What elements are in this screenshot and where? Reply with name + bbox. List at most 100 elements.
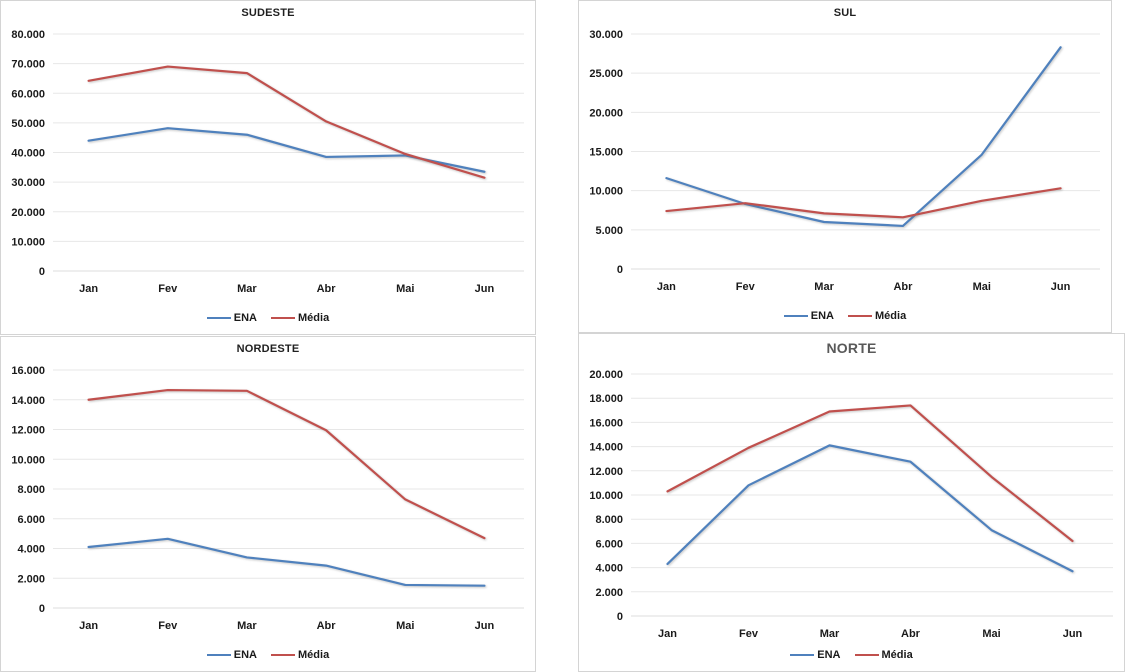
legend-label-media: Média — [875, 310, 907, 322]
svg-text:20.000: 20.000 — [11, 207, 45, 219]
svg-text:Mar: Mar — [237, 283, 257, 295]
svg-text:12.000: 12.000 — [11, 425, 45, 437]
legend-sudeste: ENA Média — [1, 312, 535, 324]
legend-item-media[interactable]: Média — [271, 312, 329, 324]
svg-text:10.000: 10.000 — [589, 490, 623, 502]
chart-title-nordeste: NORDESTE — [236, 343, 300, 355]
svg-text:Jan: Jan — [657, 281, 676, 293]
svg-text:4.000: 4.000 — [595, 563, 623, 575]
chart-panel-sudeste[interactable]: SUDESTE 0 10.000 20.000 30.000 40.000 50.000 6… — [0, 0, 536, 335]
nordeste-plot-area: 0 2.000 4.000 6.000 8.000 10.000 12.000 14.000 1… — [11, 365, 524, 632]
legend-item-ena[interactable]: ENA — [206, 649, 258, 661]
svg-text:Jun: Jun — [475, 283, 495, 295]
svg-text:Mar: Mar — [814, 281, 834, 293]
legend-label-media: Média — [298, 649, 330, 661]
svg-text:Fev: Fev — [158, 620, 178, 632]
svg-text:20.000: 20.000 — [589, 107, 623, 119]
legend-label-ena: ENA — [233, 649, 258, 661]
svg-text:40.000: 40.000 — [11, 148, 45, 160]
svg-text:2.000: 2.000 — [17, 573, 45, 585]
svg-text:2.000: 2.000 — [595, 587, 623, 599]
chart-panel-sul[interactable]: SUL 0 5.000 10.000 15.000 20.000 25.000 30.000… — [578, 0, 1112, 333]
svg-text:Mar: Mar — [820, 628, 840, 640]
media-line-marker — [271, 316, 296, 320]
svg-text:Jun: Jun — [475, 620, 495, 632]
svg-text:Abr: Abr — [317, 283, 337, 295]
sul-plot-area: 0 5.000 10.000 15.000 20.000 25.000 30.000 Jan F… — [589, 29, 1100, 293]
svg-text:10.000: 10.000 — [11, 454, 45, 466]
svg-text:6.000: 6.000 — [595, 538, 623, 550]
chart-title-sul: SUL — [833, 7, 857, 19]
legend-label-ena: ENA — [817, 649, 841, 661]
legend-item-ena[interactable]: ENA — [206, 312, 258, 324]
svg-text:14.000: 14.000 — [11, 395, 45, 407]
legend-sul: ENA Média — [579, 310, 1111, 322]
svg-text:6.000: 6.000 — [17, 514, 45, 526]
svg-text:30.000: 30.000 — [589, 29, 623, 41]
legend-item-ena[interactable]: ENA — [783, 310, 835, 322]
svg-text:25.000: 25.000 — [589, 68, 623, 80]
svg-text:20.000: 20.000 — [589, 369, 623, 381]
svg-text:70.000: 70.000 — [11, 59, 45, 71]
media-line-marker — [271, 653, 296, 657]
svg-text:Jan: Jan — [79, 620, 98, 632]
legend-label-media: Média — [298, 312, 330, 324]
svg-text:Abr: Abr — [901, 628, 921, 640]
ena-line-marker — [206, 653, 231, 657]
svg-text:30.000: 30.000 — [11, 177, 45, 189]
svg-text:4.000: 4.000 — [17, 544, 45, 556]
legend-item-ena[interactable]: ENA — [790, 649, 841, 661]
svg-text:14.000: 14.000 — [589, 442, 623, 454]
svg-text:0: 0 — [39, 266, 45, 278]
legend-label-media: Média — [881, 649, 913, 661]
ena-line-marker — [790, 653, 815, 657]
svg-text:Mai: Mai — [973, 281, 991, 293]
svg-text:12.000: 12.000 — [589, 466, 623, 478]
svg-text:0: 0 — [39, 603, 45, 615]
chart-panel-norte[interactable]: NORTE 0 2.000 4.000 6.000 8.000 10.000 12.000 1… — [578, 333, 1125, 672]
svg-text:0: 0 — [617, 264, 623, 276]
svg-text:Mai: Mai — [396, 620, 414, 632]
legend-item-media[interactable]: Média — [854, 649, 913, 661]
svg-text:Abr: Abr — [893, 281, 913, 293]
svg-text:Fev: Fev — [739, 628, 759, 640]
svg-text:Abr: Abr — [317, 620, 337, 632]
ena-line-marker — [206, 316, 231, 320]
svg-text:8.000: 8.000 — [17, 484, 45, 496]
svg-text:10.000: 10.000 — [589, 186, 623, 198]
legend-item-media[interactable]: Média — [848, 310, 906, 322]
chart-title-sudeste: SUDESTE — [241, 7, 295, 19]
svg-text:18.000: 18.000 — [589, 393, 623, 405]
svg-text:60.000: 60.000 — [11, 88, 45, 100]
svg-text:Fev: Fev — [736, 281, 756, 293]
legend-norte: ENA Média — [579, 649, 1124, 661]
svg-text:50.000: 50.000 — [11, 118, 45, 130]
legend-label-ena: ENA — [233, 312, 258, 324]
svg-text:5.000: 5.000 — [595, 225, 623, 237]
svg-text:Jun: Jun — [1063, 628, 1083, 640]
chart-title-norte: NORTE — [826, 340, 877, 356]
svg-text:8.000: 8.000 — [595, 514, 623, 526]
svg-text:Jan: Jan — [79, 283, 98, 295]
svg-text:Jun: Jun — [1051, 281, 1071, 293]
ena-line-marker — [783, 314, 808, 318]
svg-text:15.000: 15.000 — [589, 147, 623, 159]
media-line-marker — [848, 314, 873, 318]
svg-text:Mai: Mai — [396, 283, 414, 295]
sudeste-plot-area: 0 10.000 20.000 30.000 40.000 50.000 60.000 70.… — [11, 29, 524, 295]
svg-text:Jan: Jan — [658, 628, 677, 640]
svg-text:Fev: Fev — [158, 283, 178, 295]
svg-text:0: 0 — [617, 611, 623, 623]
svg-text:80.000: 80.000 — [11, 29, 45, 41]
svg-text:Mar: Mar — [237, 620, 257, 632]
norte-plot-area: 0 2.000 4.000 6.000 8.000 10.000 12.000 14.000 1… — [589, 369, 1113, 640]
svg-text:10.000: 10.000 — [11, 236, 45, 248]
svg-text:16.000: 16.000 — [589, 417, 623, 429]
media-line-marker — [854, 653, 879, 657]
legend-item-media[interactable]: Média — [271, 649, 329, 661]
svg-text:16.000: 16.000 — [11, 365, 45, 377]
legend-label-ena: ENA — [810, 310, 835, 322]
chart-panel-nordeste[interactable]: NORDESTE 0 2.000 4.000 6.000 8.000 10.000 12.0… — [0, 336, 536, 672]
svg-text:Mai: Mai — [982, 628, 1000, 640]
